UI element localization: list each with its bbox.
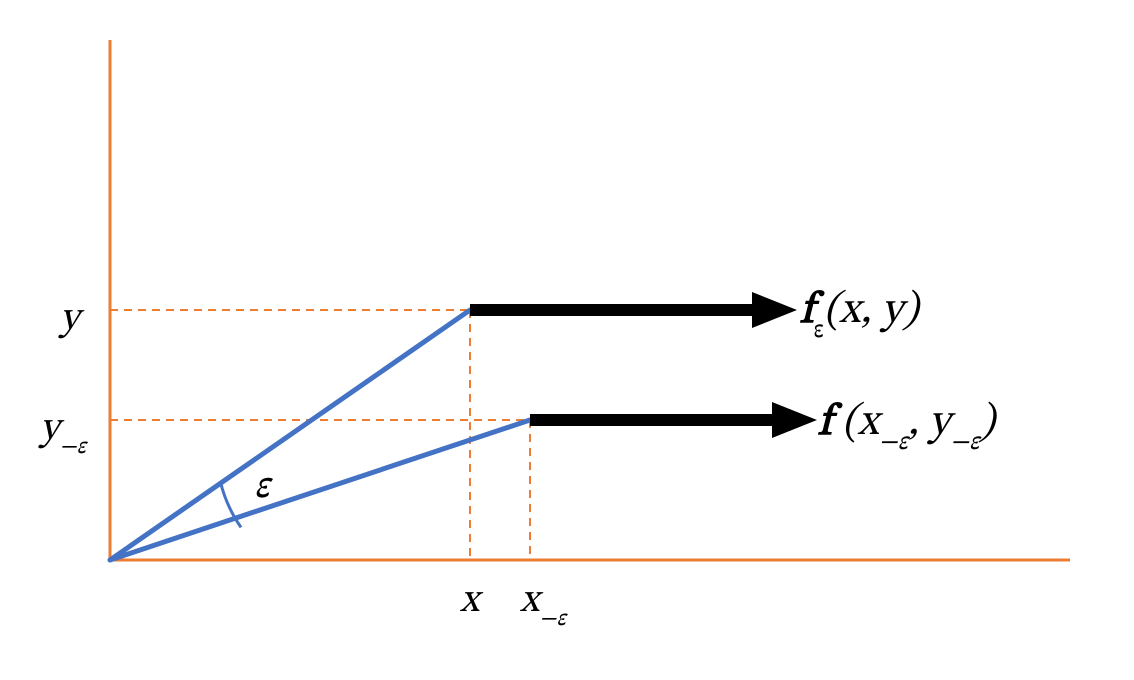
label-f_upper: fε(x, y) (800, 284, 918, 343)
label-x_right: x−ε (520, 576, 566, 629)
label-x_left: x (460, 576, 479, 626)
ray-lower (110, 420, 530, 560)
label-y_upper: y (60, 294, 79, 344)
arrow-lower-head (772, 402, 817, 438)
label-f_lower: f (x−ε, y−ε) (818, 396, 995, 455)
label-y_lower: y−ε (40, 404, 86, 457)
arrow-upper-head (752, 292, 797, 328)
diagram-canvas (0, 0, 1134, 680)
label-epsilon: ε (254, 462, 269, 512)
ray-upper (110, 310, 470, 560)
